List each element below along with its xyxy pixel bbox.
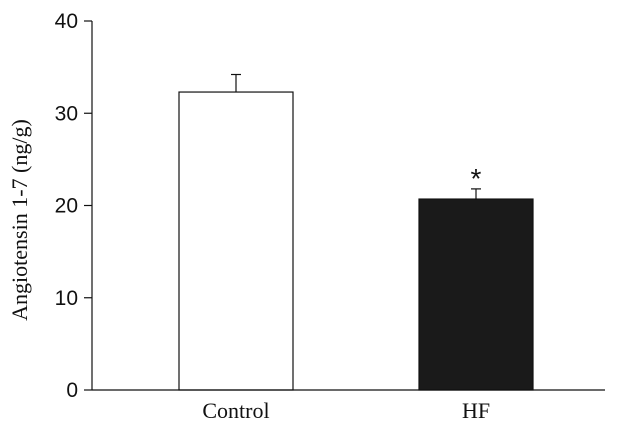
bars: *	[178, 73, 534, 391]
y-tick-label: 20	[55, 195, 78, 218]
significance-asterisk: *	[471, 163, 482, 194]
y-axis: 0 10 20 30 40	[55, 10, 93, 402]
x-axis: Control HF	[92, 389, 605, 423]
x-tick-label-control: Control	[202, 398, 269, 423]
x-tick-label-hf: HF	[462, 398, 490, 423]
y-tick-label: 30	[55, 102, 78, 125]
y-tick-label: 10	[55, 287, 78, 310]
bar-hf	[418, 198, 534, 391]
y-tick-label: 40	[55, 10, 78, 33]
y-axis-title: Angiotensin 1-7 (ng/g)	[7, 119, 32, 321]
y-tick-label: 0	[66, 379, 78, 402]
bar-control	[178, 91, 294, 391]
